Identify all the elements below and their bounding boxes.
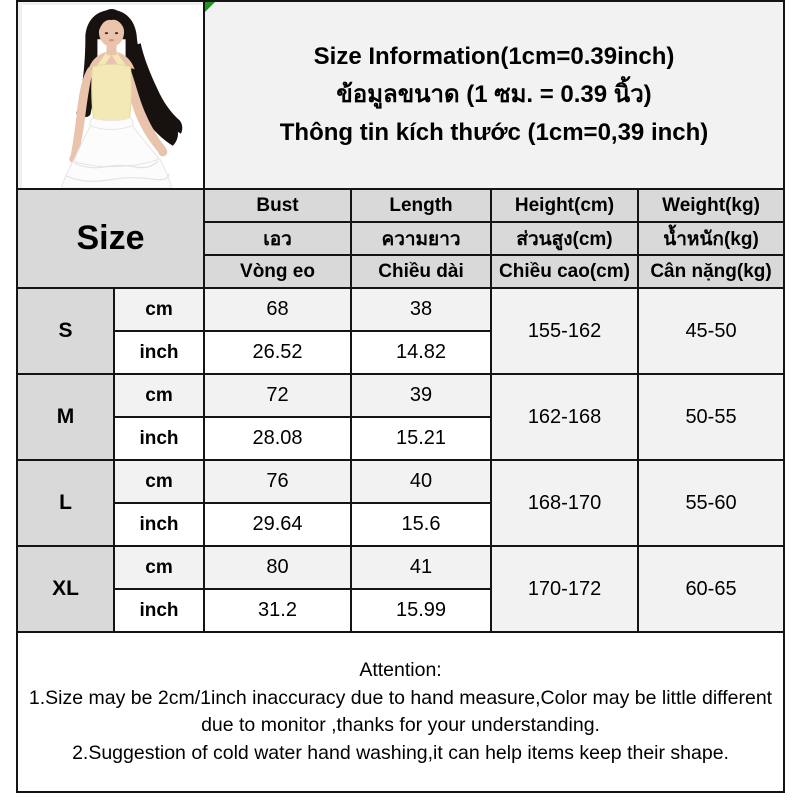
model-photo-frame <box>19 3 203 188</box>
model-photo-illustration <box>22 5 203 188</box>
cell-m-bust-cm: 72 <box>203 373 353 419</box>
header-height-en: Height(cm) <box>490 188 640 224</box>
header-bust-vi: Vòng eo <box>203 254 353 290</box>
attention-note-1: 1.Size may be 2cm/1inch inaccuracy due t… <box>28 686 773 737</box>
cell-s-height: 155-162 <box>490 287 640 376</box>
size-label-m: M <box>16 373 115 462</box>
header-length-th: ความยาว <box>350 221 493 257</box>
cell-m-length-inch: 15.21 <box>350 416 493 462</box>
size-label-l: L <box>16 459 115 548</box>
cell-s-length-cm: 38 <box>350 287 493 333</box>
title-english: Size Information(1cm=0.39inch) <box>313 43 675 70</box>
cell-s-length-inch: 14.82 <box>350 330 493 376</box>
size-information-table: Size Information(1cm=0.39inch) ข้อมูลขนา… <box>15 0 786 793</box>
cell-xl-length-inch: 15.99 <box>350 588 493 634</box>
green-corner-marker <box>205 2 215 12</box>
cell-l-weight: 55-60 <box>637 459 786 548</box>
cell-xl-bust-inch: 31.2 <box>203 588 353 634</box>
title-thai: ข้อมูลขนาด (1 ซม. = 0.39 นิ้ว) <box>336 81 652 108</box>
unit-inch: inch <box>112 588 206 634</box>
unit-cm: cm <box>112 545 206 591</box>
left-eye <box>104 32 109 35</box>
cell-xl-height: 170-172 <box>490 545 640 634</box>
tank-top <box>91 63 132 125</box>
cell-m-height: 162-168 <box>490 373 640 462</box>
unit-cm: cm <box>112 459 206 505</box>
title-block: Size Information(1cm=0.39inch) ข้อมูลขนา… <box>206 3 782 187</box>
unit-cm: cm <box>112 373 206 419</box>
model-photo-cell <box>15 0 206 191</box>
right-hand <box>158 147 168 157</box>
attention-cell: Attention: 1.Size may be 2cm/1inch inacc… <box>15 631 786 793</box>
header-length-vi: Chiều dài <box>350 254 493 290</box>
skirt-ruffle-line-2 <box>66 173 170 182</box>
cell-s-bust-inch: 26.52 <box>203 330 353 376</box>
header-height-th: ส่วนสูง(cm) <box>490 221 640 257</box>
hair-fringe <box>98 9 125 33</box>
attention-note-2: 2.Suggestion of cold water hand washing,… <box>72 741 729 764</box>
header-weight-vi: Cân nặng(kg) <box>637 254 786 290</box>
attention-heading: Attention: <box>359 659 442 681</box>
right-eye <box>114 32 119 35</box>
unit-inch: inch <box>112 416 206 462</box>
cell-xl-weight: 60-65 <box>637 545 786 634</box>
header-bust-en: Bust <box>203 188 353 224</box>
header-bust-th: เอว <box>203 221 353 257</box>
title-vietnamese: Thông tin kích thước (1cm=0,39 inch) <box>279 119 709 146</box>
cell-l-length-inch: 15.6 <box>350 502 493 548</box>
cell-m-bust-inch: 28.08 <box>203 416 353 462</box>
header-height-vi: Chiều cao(cm) <box>490 254 640 290</box>
face <box>98 17 125 47</box>
lips <box>109 39 114 42</box>
cell-m-length-cm: 39 <box>350 373 493 419</box>
title-cell: Size Information(1cm=0.39inch) ข้อมูลขนา… <box>203 0 786 191</box>
hair <box>76 10 178 146</box>
cell-xl-length-cm: 41 <box>350 545 493 591</box>
cell-l-height: 168-170 <box>490 459 640 548</box>
cell-s-weight: 45-50 <box>637 287 786 376</box>
size-label-xl: XL <box>16 545 115 634</box>
header-weight-th: น้ำหนัก(kg) <box>637 221 786 257</box>
cell-s-bust-cm: 68 <box>203 287 353 333</box>
cell-l-length-cm: 40 <box>350 459 493 505</box>
left-arm <box>70 67 94 160</box>
hair-strand <box>134 43 183 134</box>
header-length-en: Length <box>350 188 493 224</box>
cell-xl-bust-cm: 80 <box>203 545 353 591</box>
unit-cm: cm <box>112 287 206 333</box>
unit-inch: inch <box>112 330 206 376</box>
cell-l-bust-inch: 29.64 <box>203 502 353 548</box>
cell-l-bust-cm: 76 <box>203 459 353 505</box>
right-arm <box>125 67 166 154</box>
unit-inch: inch <box>112 502 206 548</box>
size-label-s: S <box>16 287 115 376</box>
size-column-header: Size <box>15 188 206 290</box>
skirt-ruffle-line-1 <box>74 160 160 169</box>
header-weight-en: Weight(kg) <box>637 188 786 224</box>
cell-m-weight: 50-55 <box>637 373 786 462</box>
model-photo <box>22 5 203 188</box>
